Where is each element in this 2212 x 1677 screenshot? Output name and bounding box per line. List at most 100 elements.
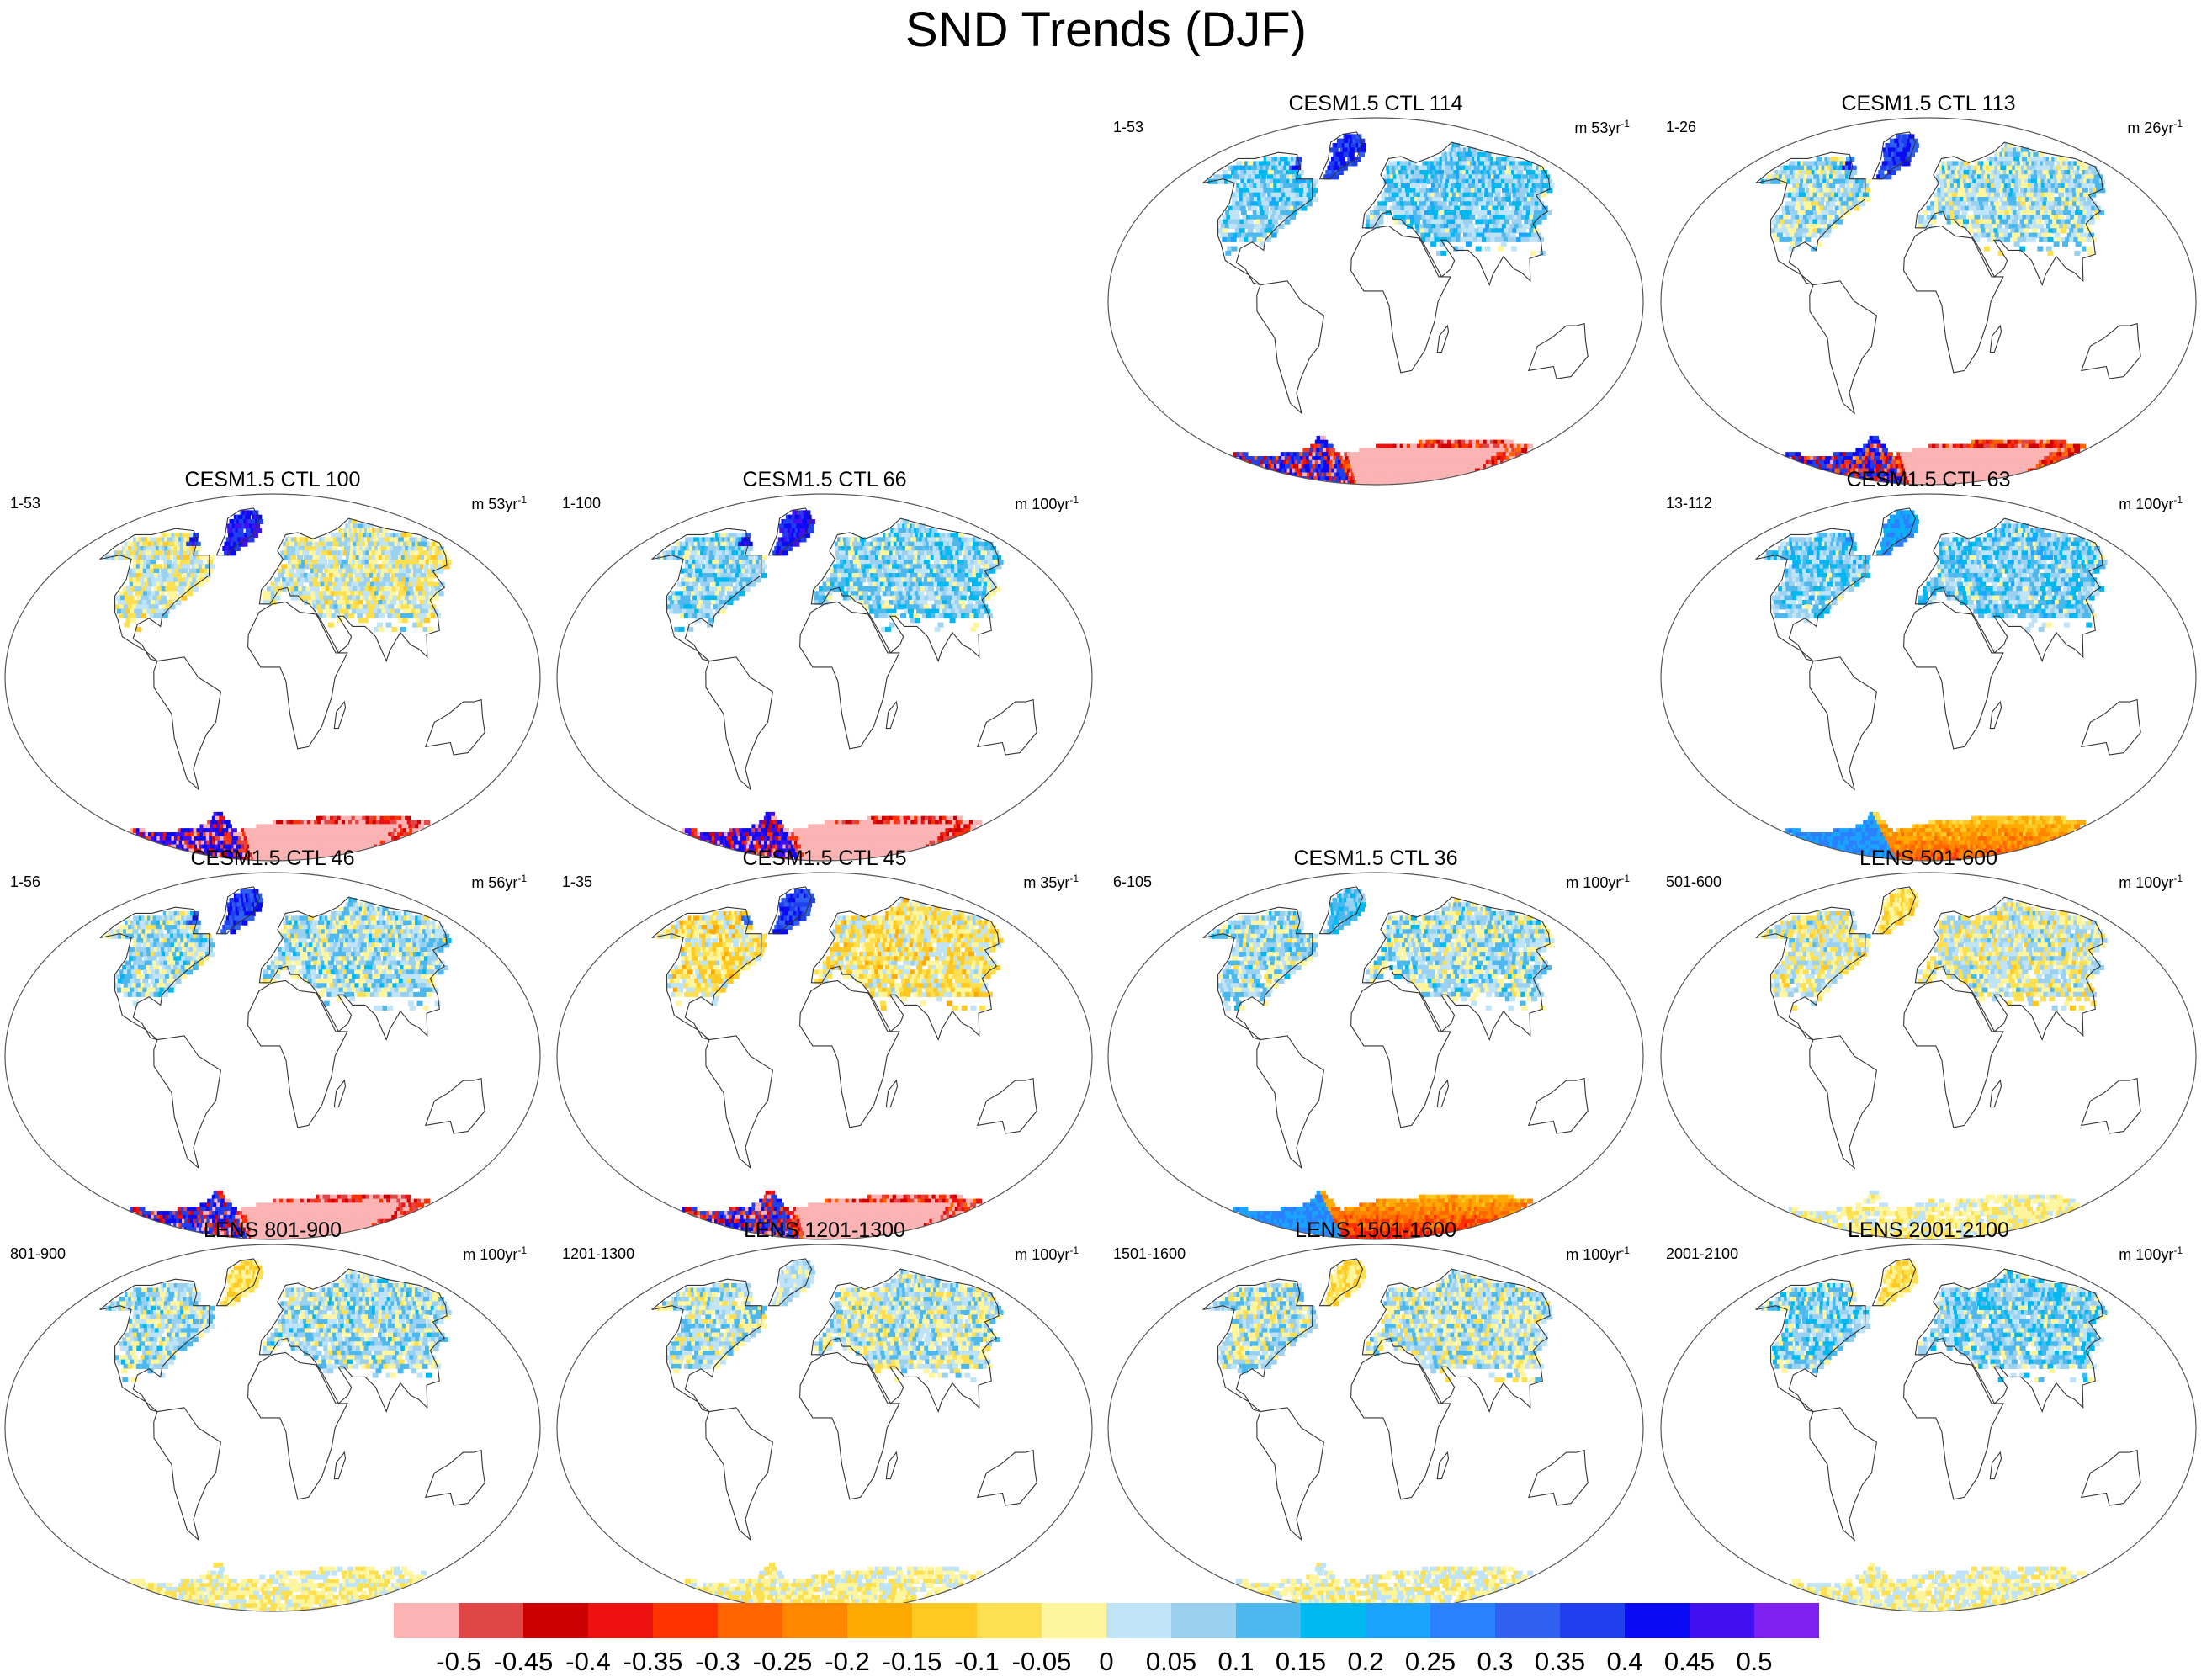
nh-snow-cell (2038, 224, 2044, 229)
panel-title: CESM1.5 CTL 113 (1659, 91, 2198, 116)
map-border (1108, 118, 1643, 485)
nh-snow-cell (2031, 228, 2037, 233)
nh-snow-cell (1829, 201, 1835, 206)
antarctic-snow-cell (1456, 476, 1462, 481)
nh-snow-cell (1506, 174, 1512, 179)
nh-snow-cell (2088, 183, 2094, 188)
antarctic-snow-cell (1414, 485, 1420, 486)
nh-snow-cell (320, 555, 326, 560)
antarctic-snow-cell (1354, 485, 1360, 486)
nh-snow-cell (1789, 247, 1795, 252)
antarctic-snow-cell (1308, 485, 1313, 486)
nh-snow-cell (421, 537, 427, 542)
nh-snow-cell (1484, 247, 1490, 252)
antarctic-snow-cell (1454, 485, 1460, 486)
antarctic-snow-cell (1325, 485, 1331, 486)
nh-snow-cell (1961, 174, 1967, 179)
nh-snow-cell (1505, 197, 1511, 202)
antarctic-snow-cell (1472, 473, 1477, 478)
nh-snow-cell (167, 560, 172, 565)
nh-snow-cell (1411, 201, 1417, 206)
nh-snow-cell (241, 542, 247, 547)
antarctic-snow-cell (1305, 485, 1311, 486)
nh-snow-cell (227, 528, 233, 533)
antarctic-snow-cell (1355, 485, 1361, 486)
antarctic-snow-cell (1428, 485, 1434, 486)
antarctic-snow-cell (1271, 476, 1277, 481)
nh-snow-cell (1334, 166, 1339, 171)
nh-snow-cell (1802, 183, 1808, 188)
nh-snow-cell (1799, 188, 1805, 193)
antarctic-snow-cell (1278, 476, 1284, 481)
nh-snow-cell (1918, 215, 1924, 220)
antarctic-snow-cell (1448, 485, 1454, 486)
antarctic-snow-cell (1321, 485, 1327, 486)
nh-snow-cell (1527, 166, 1533, 171)
nh-snow-cell (1257, 237, 1263, 242)
nh-snow-cell (1226, 174, 1232, 179)
antarctic-snow-cell (1406, 485, 1412, 486)
antarctic-snow-cell (1410, 485, 1416, 486)
antarctic-snow-cell (1444, 485, 1450, 486)
antarctic-snow-cell (1302, 480, 1308, 486)
nh-snow-cell (1975, 215, 1981, 220)
antarctic-snow-cell (1297, 485, 1303, 486)
antarctic-snow-cell (1420, 485, 1426, 486)
nh-snow-cell (182, 569, 188, 574)
nh-snow-cell (1816, 183, 1822, 188)
antarctic-snow-cell (1430, 480, 1435, 486)
antarctic-snow-cell (1436, 480, 1442, 486)
nh-snow-cell (1487, 197, 1493, 202)
nh-snow-cell (1239, 228, 1245, 233)
antarctic-snow-cell (1467, 480, 1472, 486)
nh-snow-cell (421, 542, 427, 547)
nh-snow-cell (1493, 174, 1499, 179)
nh-snow-cell (2098, 210, 2104, 215)
antarctic-snow-cell (1473, 476, 1479, 481)
nh-snow-cell (307, 555, 313, 560)
nh-snow-cell (1546, 210, 1552, 215)
nh-snow-cell (1480, 157, 1486, 162)
nh-snow-cell (416, 569, 422, 574)
nh-snow-cell (1516, 201, 1522, 206)
nh-snow-cell (419, 560, 425, 565)
australia-coastline (1529, 324, 1588, 379)
nh-snow-cell (1838, 215, 1844, 220)
nh-snow-cell (2082, 188, 2088, 193)
nh-snow-cell (1505, 170, 1511, 175)
nh-snow-cell (2048, 161, 2054, 166)
nh-snow-cell (1520, 193, 1525, 198)
nh-snow-cell (1488, 193, 1493, 198)
nh-snow-cell (1963, 220, 1969, 225)
nh-snow-cell (1777, 233, 1783, 238)
antarctic-snow-cell (1459, 476, 1465, 481)
antarctic-snow-cell (1424, 485, 1430, 486)
nh-snow-cell (389, 542, 395, 547)
nh-snow-cell (1310, 183, 1316, 188)
antarctic-snow-cell (1422, 485, 1428, 486)
nh-snow-cell (2014, 241, 2020, 247)
nh-snow-cell (1511, 247, 1517, 252)
nh-snow-cell (154, 555, 160, 560)
nh-snow-cell (1239, 166, 1245, 171)
nh-snow-cell (1313, 179, 1318, 184)
nh-snow-cell (2068, 166, 2074, 171)
nh-snow-cell (1530, 251, 1536, 256)
nh-snow-cell (1477, 193, 1483, 198)
nh-snow-cell (392, 537, 398, 542)
antarctic-snow-cell (1319, 485, 1325, 486)
nh-snow-cell (1473, 206, 1479, 211)
nh-snow-cell (141, 555, 146, 560)
antarctic-snow-cell (1461, 485, 1467, 486)
nh-snow-cell (1382, 206, 1387, 211)
antarctic-snow-cell (1447, 480, 1453, 486)
nh-snow-cell (1474, 166, 1480, 171)
nh-snow-cell (308, 546, 314, 551)
nh-snow-cell (1930, 220, 1936, 225)
nh-snow-cell (1223, 228, 1228, 233)
nh-snow-cell (1824, 233, 1830, 238)
nh-snow-cell (417, 546, 423, 551)
nh-snow-cell (2002, 228, 2008, 233)
